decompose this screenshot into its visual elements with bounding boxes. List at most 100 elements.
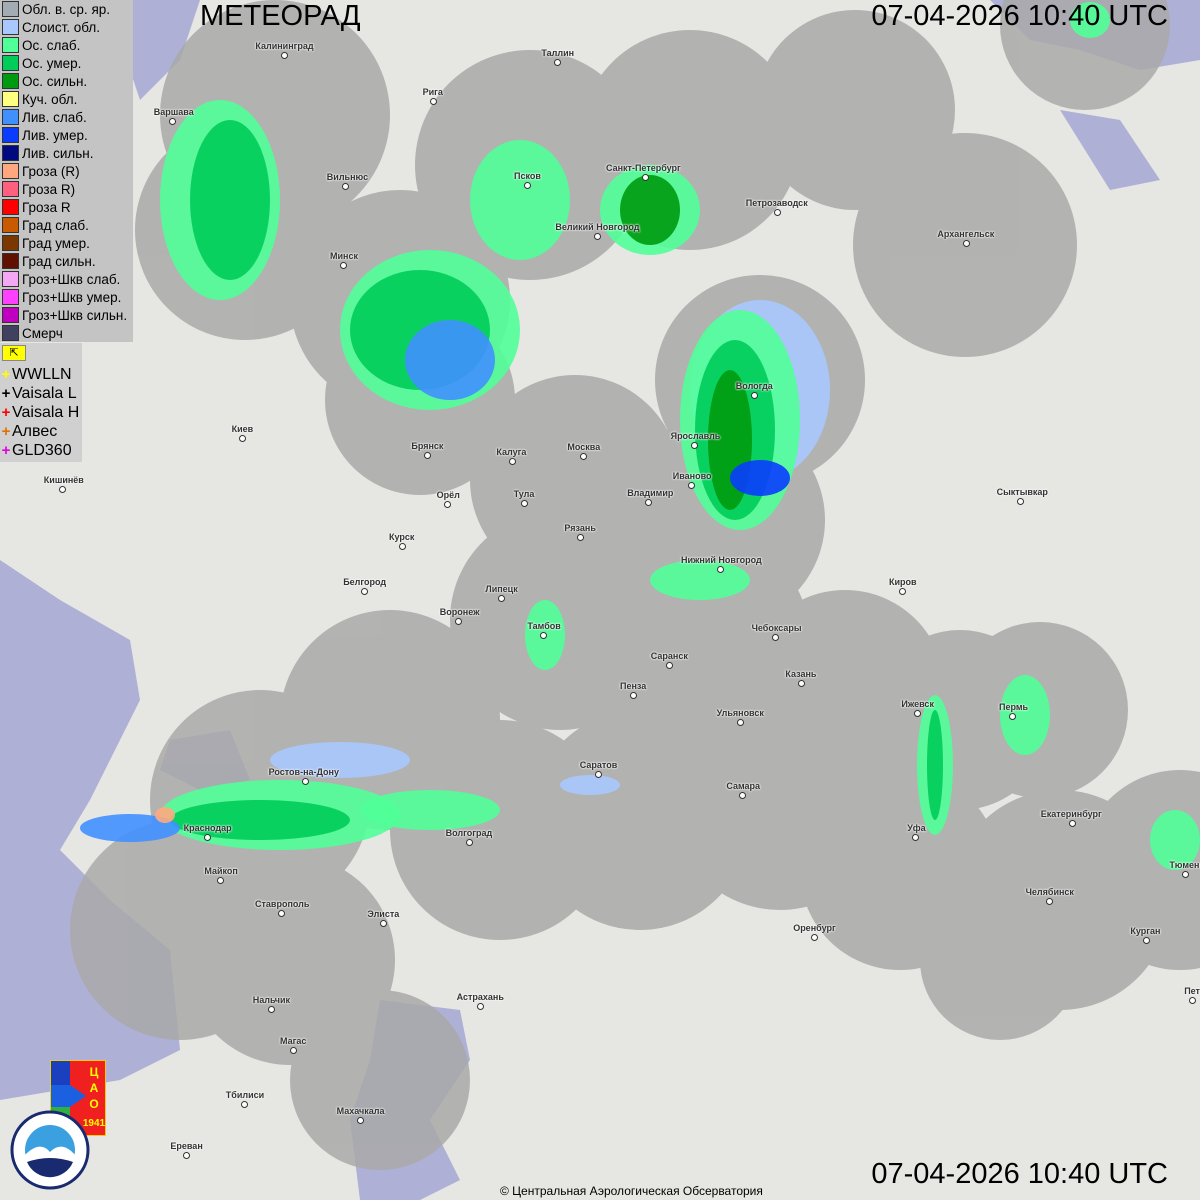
- city-marker: [217, 877, 224, 884]
- city-marker: [630, 692, 637, 699]
- city-label: Пермь: [999, 702, 1029, 712]
- city-marker: [580, 453, 587, 460]
- city-marker: [688, 482, 695, 489]
- legend-label: Куч. обл.: [22, 91, 78, 107]
- legend-item: Ос. слаб.: [0, 36, 133, 54]
- lightning-source-label: WWLLN: [12, 365, 72, 383]
- timestamp-bottom: 07-04-2026 10:40 UTC: [871, 1158, 1168, 1190]
- city-label: Нижний Новгород: [681, 555, 762, 565]
- legend-label: Гроза R): [22, 181, 76, 197]
- city-marker: [340, 262, 347, 269]
- precipitation-echo: [1150, 810, 1200, 870]
- precipitation-legend: Обл. в. ср. яр. Слоист. обл. Ос. слаб. Ос. …: [0, 0, 133, 342]
- lightning-source-label: GLD360: [12, 441, 72, 459]
- lightning-source-item[interactable]: + Алвес: [0, 422, 82, 441]
- city-marker: [774, 209, 781, 216]
- city-marker: [59, 486, 66, 493]
- city-marker: [1017, 498, 1024, 505]
- lightning-toggle-button[interactable]: ⇱: [2, 345, 26, 361]
- city-marker: [183, 1152, 190, 1159]
- city-marker: [477, 1003, 484, 1010]
- city-label: Киев: [231, 424, 254, 434]
- city-marker: [666, 662, 673, 669]
- city-marker: [239, 435, 246, 442]
- pointer-arrow-icon: ⇱: [9, 347, 19, 359]
- city-label: Липецк: [485, 584, 518, 594]
- city-marker: [444, 501, 451, 508]
- legend-item: Гроза R: [0, 198, 133, 216]
- city-label: Магас: [280, 1036, 307, 1046]
- city-label: Калуга: [496, 447, 527, 457]
- precipitation-echo: [470, 140, 570, 260]
- city-label: Краснодар: [183, 823, 232, 833]
- city-marker: [691, 442, 698, 449]
- city-label: Пенза: [620, 681, 647, 691]
- lightning-source-item[interactable]: + Vaisala L: [0, 384, 82, 403]
- city-label: Киров: [889, 577, 917, 587]
- city-marker: [912, 834, 919, 841]
- city-marker: [1143, 937, 1150, 944]
- legend-label: Слоист. обл.: [22, 19, 101, 35]
- legend-item: Град слаб.: [0, 216, 133, 234]
- legend-item: Град сильн.: [0, 252, 133, 270]
- legend-item: Лив. слаб.: [0, 108, 133, 126]
- city-marker: [281, 52, 288, 59]
- city-label: Минск: [330, 251, 358, 261]
- lightning-source-item[interactable]: + GLD360: [0, 441, 82, 460]
- city-label: Ставрополь: [255, 899, 310, 909]
- city-label: Ростов-на-Дону: [268, 767, 339, 777]
- legend-item: Гроз+Шкв сильн.: [0, 306, 133, 324]
- city-marker: [594, 233, 601, 240]
- city-marker: [737, 719, 744, 726]
- legend-label: Град сильн.: [22, 253, 96, 269]
- city-label: Тамбов: [527, 621, 561, 631]
- city-label: Оренбург: [793, 923, 836, 933]
- city-marker: [455, 618, 462, 625]
- precipitation-echo: [270, 742, 410, 778]
- city-label: Курган: [1130, 926, 1161, 936]
- legend-swatch: [2, 163, 19, 179]
- city-label: Вильнюс: [326, 172, 369, 182]
- city-label: Казань: [785, 669, 817, 679]
- cross-icon: +: [1, 442, 11, 459]
- cao-logo: Ц А О 1941: [50, 1060, 106, 1136]
- legend-item: Град умер.: [0, 234, 133, 252]
- svg-text:1941: 1941: [83, 1118, 106, 1129]
- city-marker: [914, 710, 921, 717]
- city-label: Пет: [1184, 986, 1200, 996]
- city-marker: [424, 452, 431, 459]
- city-label: Майкоп: [204, 866, 238, 876]
- city-label: Екатеринбург: [1040, 809, 1102, 819]
- legend-swatch: [2, 271, 19, 287]
- legend-label: Лив. сильн.: [22, 145, 94, 161]
- legend-swatch: [2, 55, 19, 71]
- city-marker: [642, 174, 649, 181]
- cross-icon: +: [1, 423, 11, 440]
- city-marker: [554, 59, 561, 66]
- city-marker: [1189, 997, 1196, 1004]
- radar-coverage-circle: [1000, 0, 1170, 110]
- city-marker: [1069, 820, 1076, 827]
- legend-item: Гроза (R): [0, 162, 133, 180]
- lightning-source-item[interactable]: + WWLLN: [0, 365, 82, 384]
- legend-label: Град умер.: [22, 235, 90, 251]
- city-label: Белгород: [343, 577, 387, 587]
- city-label: Самара: [726, 781, 761, 791]
- city-marker: [524, 182, 531, 189]
- legend-label: Лив. умер.: [22, 127, 88, 143]
- city-marker: [1009, 713, 1016, 720]
- svg-text:О: О: [89, 1097, 98, 1111]
- city-label: Иваново: [672, 471, 712, 481]
- city-label: Варшава: [153, 107, 194, 117]
- city-label: Махачкала: [336, 1106, 385, 1116]
- city-label: Таллин: [541, 48, 575, 58]
- precipitation-echo: [1000, 675, 1050, 755]
- lightning-source-item[interactable]: + Vaisala H: [0, 403, 82, 422]
- legend-item: Лив. сильн.: [0, 144, 133, 162]
- legend-label: Гроза R: [22, 199, 71, 215]
- cross-icon: +: [1, 385, 11, 402]
- precipitation-echo: [170, 800, 350, 840]
- city-marker: [498, 595, 505, 602]
- lightning-legend: ⇱ + WWLLN + Vaisala L + Vaisala H + Алвес + GLD36…: [0, 343, 82, 462]
